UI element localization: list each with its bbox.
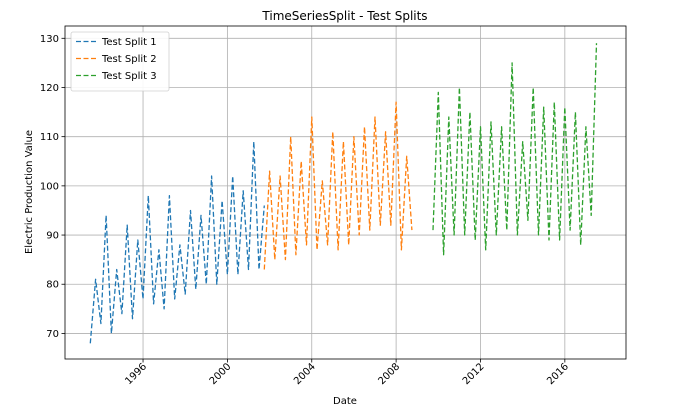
- y-tick-label: 80: [46, 280, 59, 291]
- y-tick-label: 130: [40, 34, 59, 45]
- x-tick-label: 2004: [292, 361, 318, 387]
- plot-area-frame: [64, 25, 627, 360]
- y-tick-label: 100: [40, 181, 59, 192]
- series-lines: [89, 43, 598, 344]
- x-tick-label: 2012: [461, 361, 487, 387]
- legend: Test Split 1 Test Split 2 Test Split 3: [70, 31, 170, 92]
- chart-title: TimeSeriesSplit - Test Splits: [261, 9, 427, 23]
- series-line-1: [89, 140, 265, 344]
- legend-label-2: Test Split 2: [101, 54, 157, 65]
- y-tick-label: 90: [46, 231, 59, 242]
- y-axis-label: Electric Production Value: [24, 130, 35, 254]
- legend-label-1: Test Split 1: [101, 37, 157, 48]
- legend-label-3: Test Split 3: [101, 71, 157, 82]
- x-tick-label: 1996: [123, 361, 149, 387]
- series-line-3: [432, 43, 598, 256]
- x-tick-label: 2016: [545, 361, 571, 387]
- y-tick-label: 110: [40, 132, 59, 143]
- series-line-2: [263, 101, 413, 270]
- y-tick-label: 70: [46, 329, 59, 340]
- y-tick-label: 120: [40, 83, 59, 94]
- x-tick-label: 2000: [208, 361, 234, 387]
- x-tick-label: 2008: [376, 361, 402, 387]
- legend-box: [70, 31, 170, 92]
- x-axis-label: Date: [333, 396, 357, 407]
